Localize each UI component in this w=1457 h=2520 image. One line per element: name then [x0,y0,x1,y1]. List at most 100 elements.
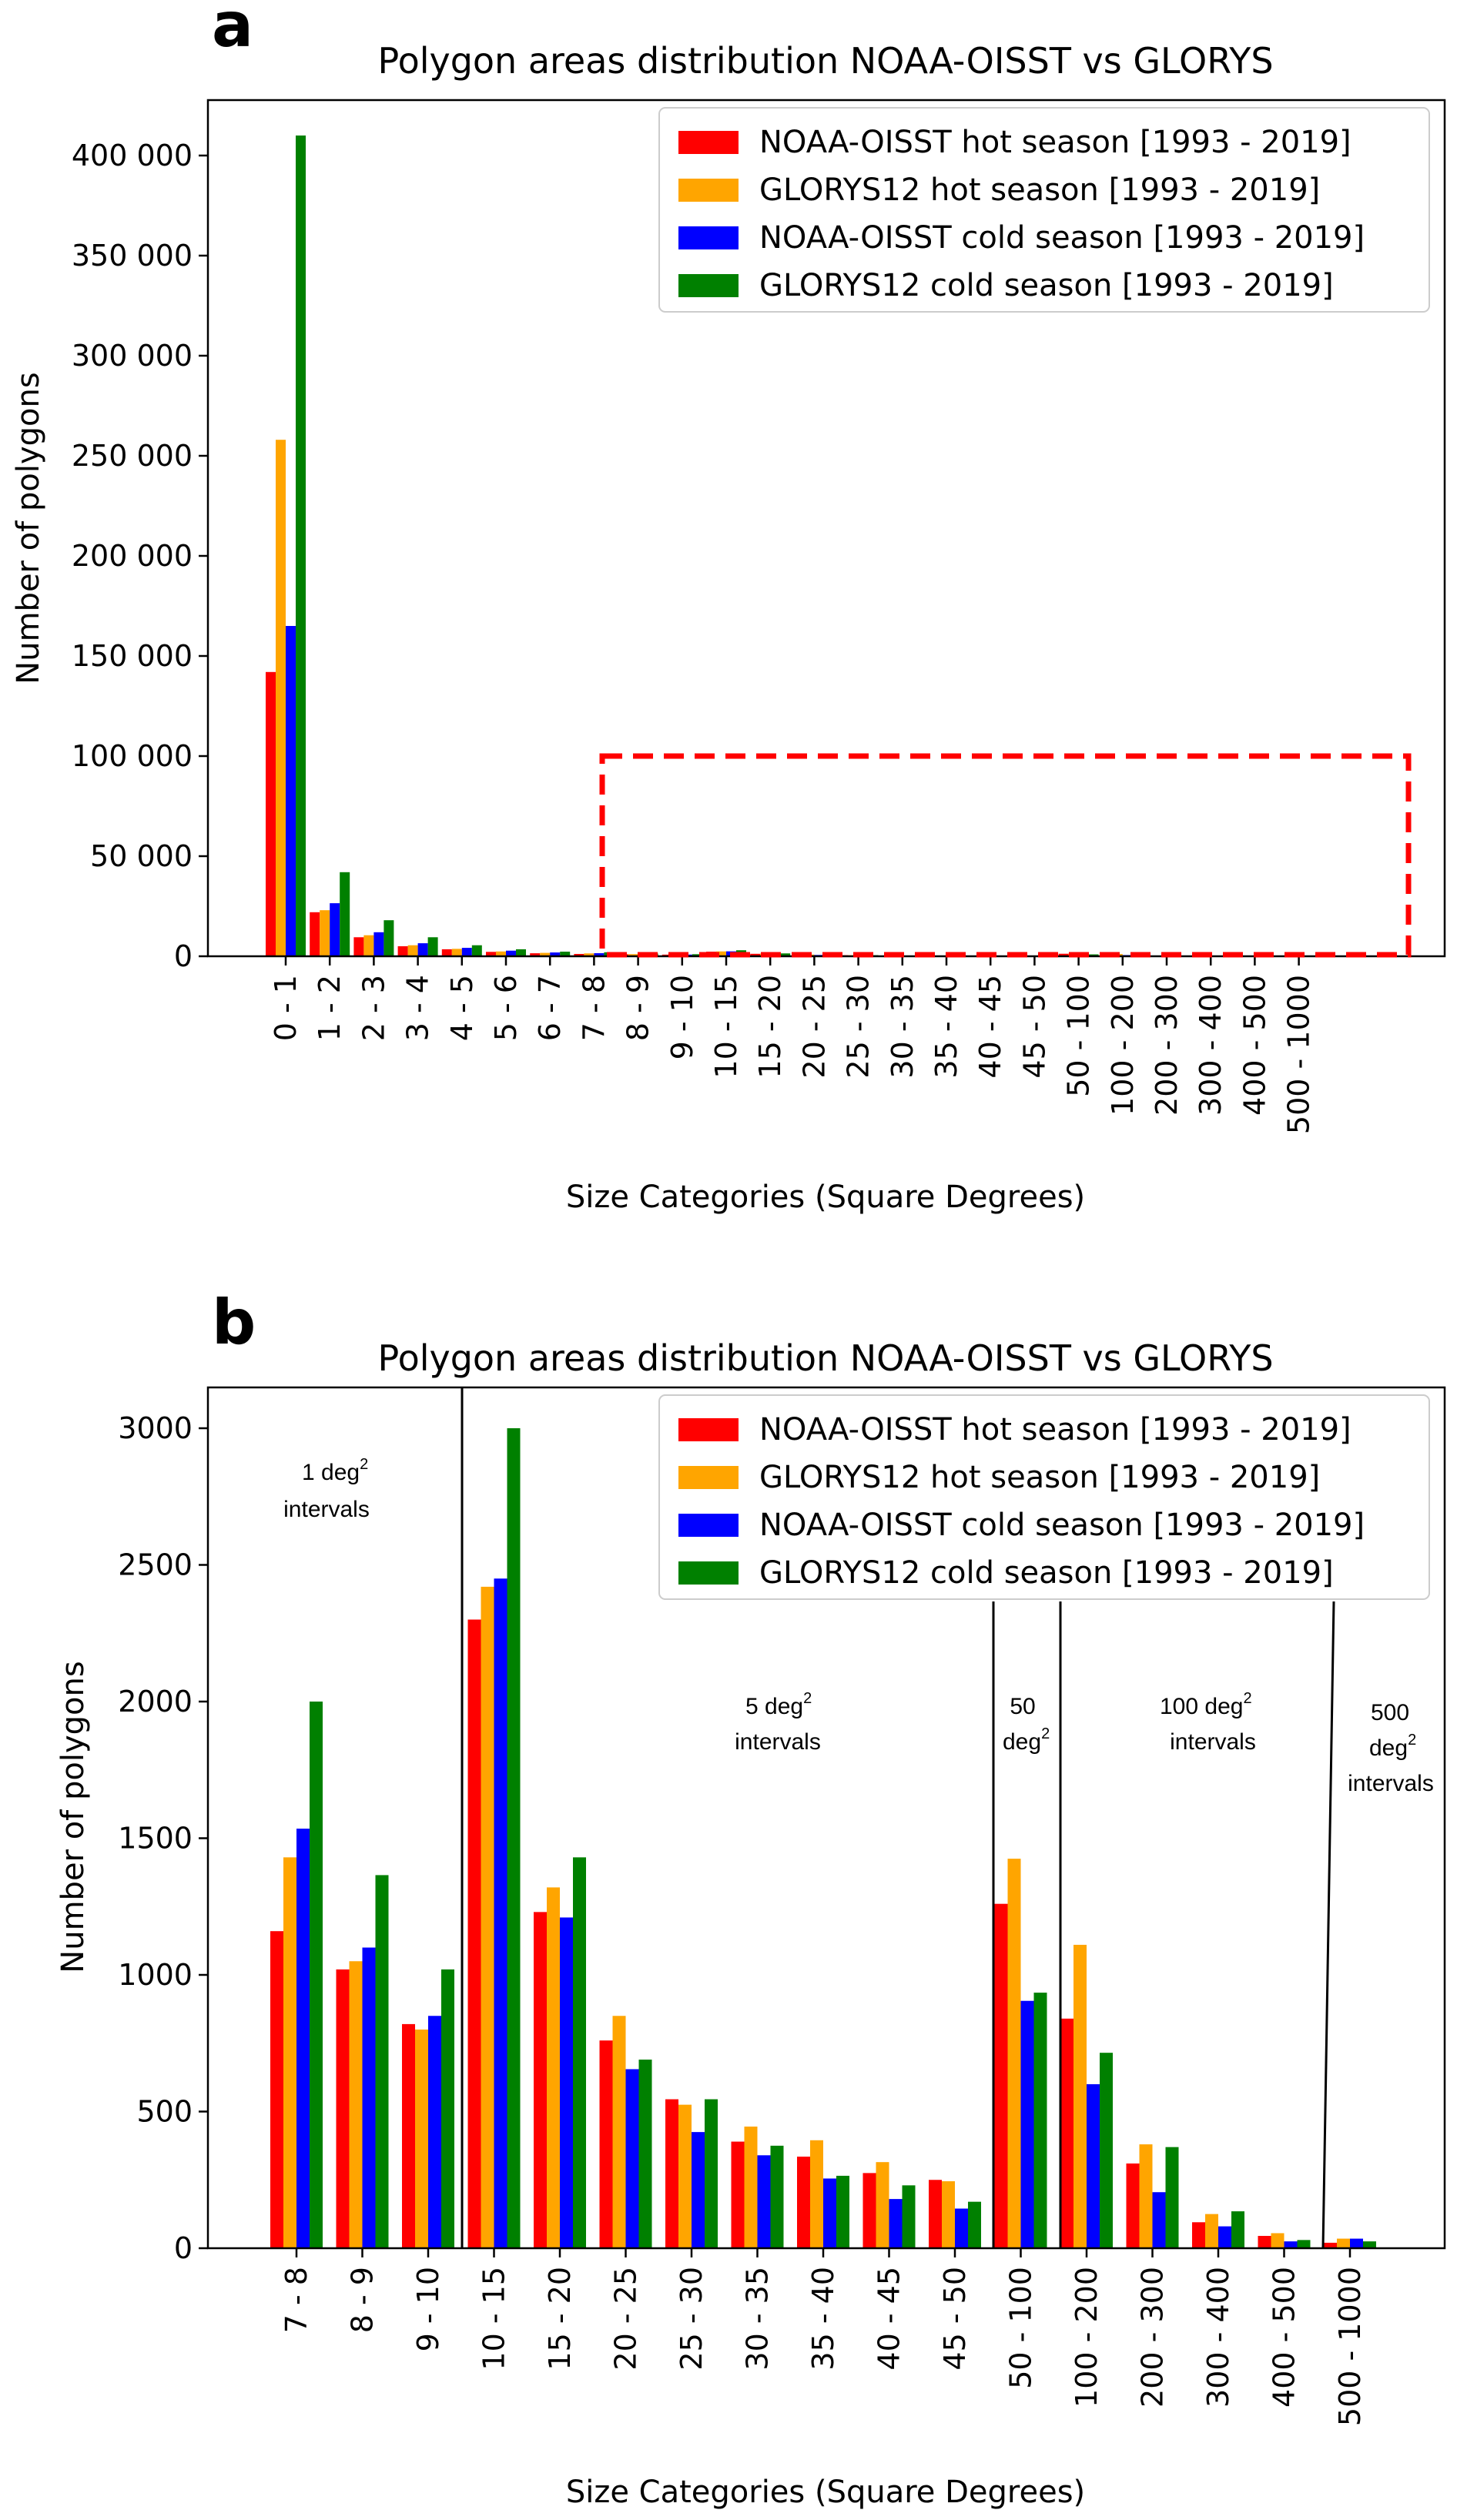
annotation-500deg-line3: intervals [1348,1771,1434,1796]
x-tick-label: 35 - 40 [806,2267,840,2371]
bar [467,1619,481,2248]
x-tick-label: 500 - 1000 [1282,975,1316,1134]
bar [1100,2053,1113,2248]
legend-swatch [678,1418,739,1441]
legend-swatch [678,131,739,154]
bar [1139,2144,1153,2248]
legend-swatch [678,226,739,249]
x-tick-label: 40 - 45 [873,2267,906,2371]
interval-separator [1321,1601,1335,2249]
bar [612,2016,626,2248]
bar [876,2162,889,2248]
panel-label-b: b [212,1287,256,1358]
y-tick-label: 3000 [118,1411,193,1445]
x-tick-label: 200 - 300 [1136,2267,1170,2408]
bar [692,954,702,956]
bar [336,1969,350,2248]
bar [797,2157,810,2248]
annotation-1deg-line2: intervals [283,1497,370,1522]
bar [770,2145,784,2248]
y-tick-label: 2000 [118,1685,193,1718]
x-tick-label: 100 - 200 [1106,975,1140,1116]
x-tick-label: 8 - 9 [621,975,655,1041]
legend-label: GLORYS12 hot season [1993 - 2019] [759,172,1320,208]
x-tick-label: 100 - 200 [1070,2267,1104,2408]
bar [461,948,472,956]
bar [1126,2163,1140,2248]
bar [427,937,438,956]
annotation-500deg: 500 [1371,1700,1409,1725]
bar [363,935,374,956]
y-tick-label: 1000 [118,1958,193,1992]
bar [1324,2242,1337,2248]
legend-box [658,107,1430,313]
bar [573,1857,586,2248]
bar [1020,2000,1034,2248]
bar [823,2178,836,2248]
bar [1152,2192,1166,2248]
annotation-100deg-text: 100 deg [1160,1694,1243,1719]
bar [1284,2241,1298,2248]
bar [375,1875,389,2248]
x-tick-label: 50 - 100 [1062,975,1096,1097]
bar [862,2173,876,2248]
bar [929,2180,942,2248]
bar [1350,2238,1363,2248]
annotation-500deg-line2-sup: 2 [1408,1732,1416,1749]
y-tick-label: 350 000 [72,239,193,273]
bar [496,951,506,956]
bar [276,440,286,956]
annotation-1deg-text: 1 deg [302,1460,360,1485]
bar [599,2040,613,2248]
y-tick-label: 0 [174,2231,193,2265]
x-tick-label: 500 - 1000 [1333,2267,1367,2426]
legend-swatch [678,274,739,297]
bar [373,932,384,956]
y-axis-label: Number of polygons [11,372,46,684]
annotation-50deg-line2-text: deg [1003,1729,1041,1755]
bar [486,952,496,956]
bar [1073,1944,1087,2248]
x-tick-label: 200 - 300 [1150,975,1184,1116]
x-tick-label: 400 - 500 [1238,975,1271,1116]
bar [296,1829,310,2248]
bar [942,2181,955,2248]
x-tick-label: 30 - 35 [886,975,919,1079]
x-tick-label: 300 - 400 [1201,2267,1235,2408]
y-tick-label: 50 000 [90,839,193,873]
annotation-1deg: 1 deg2 [302,1456,368,1485]
legend-swatch [678,1466,739,1489]
bar [494,1578,507,2248]
x-axis-label: Size Categories (Square Degrees) [566,1180,1085,1215]
bar [750,953,761,956]
bar [402,2023,415,2248]
legend-label: NOAA-OISST cold season [1993 - 2019] [759,1508,1365,1543]
bar [560,952,571,956]
chart-title: Polygon areas distribution NOAA-OISST vs… [377,40,1273,82]
bar [1087,2084,1100,2248]
annotation-100deg-line2: intervals [1170,1729,1256,1755]
annotation-1deg-sup: 2 [360,1456,368,1473]
x-tick-label: 15 - 20 [543,2267,577,2371]
bar [362,1947,376,2248]
x-tick-label: 25 - 30 [842,975,876,1079]
bar [1231,2211,1244,2248]
bar [270,1931,283,2248]
bar [534,1912,547,2248]
bar [310,912,320,956]
y-tick-label: 200 000 [72,539,193,573]
annotation-50deg-line2: deg2 [1003,1725,1050,1755]
legend-label: NOAA-OISST hot season [1993 - 2019] [759,1412,1351,1447]
bar [296,136,306,956]
bar [384,920,394,956]
y-tick-label: 100 000 [72,739,193,773]
annotation-500deg-line2: deg2 [1369,1732,1416,1761]
legend-swatch [678,1561,739,1585]
bar [1337,2238,1350,2248]
x-tick-label: 40 - 45 [973,975,1007,1079]
bar [441,1969,454,2248]
bar [665,2099,678,2248]
bar [415,2030,428,2248]
bar [1060,2018,1073,2248]
bar [349,1961,363,2248]
